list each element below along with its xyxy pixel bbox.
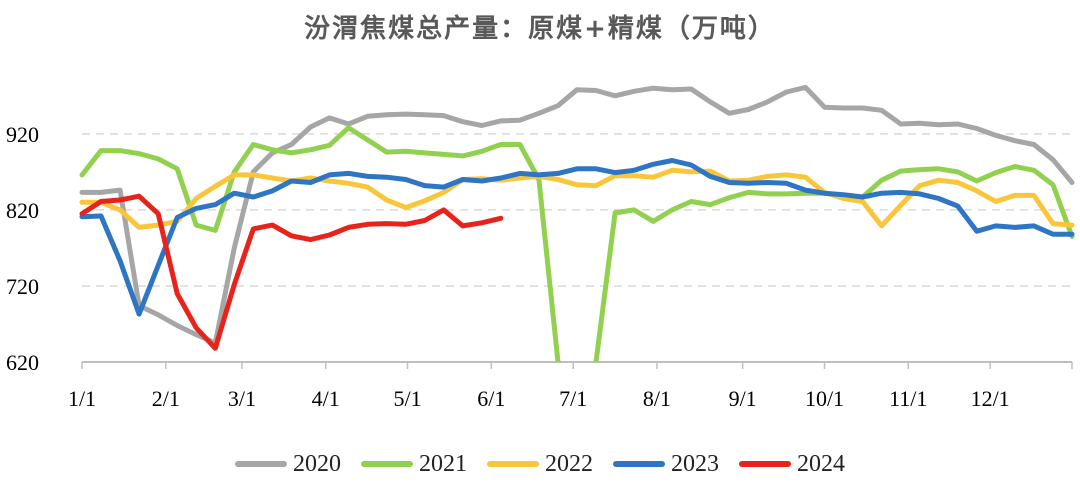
x-tick-label: 9/1 bbox=[729, 386, 757, 411]
legend-swatch bbox=[235, 461, 287, 467]
legend-item-2020: 2020 bbox=[235, 451, 341, 478]
x-axis bbox=[81, 361, 1073, 369]
legend-label: 2021 bbox=[419, 450, 467, 477]
series-line-2021 bbox=[79, 125, 1075, 362]
legend-item-2021: 2021 bbox=[361, 451, 467, 478]
x-tick-label: 6/1 bbox=[477, 386, 505, 411]
y-tick-label: 720 bbox=[6, 274, 39, 299]
series-line-2024 bbox=[79, 193, 504, 351]
x-tick-label: 5/1 bbox=[393, 386, 421, 411]
x-tick-label: 8/1 bbox=[643, 386, 671, 411]
y-tick-label: 620 bbox=[6, 350, 39, 375]
legend-swatch bbox=[487, 461, 539, 467]
x-tick-labels: 1/1 2/1 3/1 4/1 5/1 6/1 7/1 8/1 9/1 10/1 11/1 12/1 bbox=[68, 386, 1010, 411]
legend-swatch bbox=[739, 461, 791, 467]
x-tick-label: 2/1 bbox=[152, 386, 180, 411]
y-tick-label: 920 bbox=[6, 122, 39, 147]
legend-item-2023: 2023 bbox=[613, 451, 719, 478]
legend-label: 2024 bbox=[797, 450, 845, 477]
y-axis: 620 720 820 920 bbox=[6, 122, 39, 375]
legend-label: 2023 bbox=[671, 450, 719, 477]
x-tick-label: 11/1 bbox=[889, 386, 927, 411]
series-lines bbox=[79, 84, 1075, 362]
chart-title: 汾渭焦煤总产量：原煤+精煤（万吨） bbox=[304, 14, 776, 44]
legend-swatch bbox=[361, 461, 413, 467]
legend-item-2022: 2022 bbox=[487, 451, 593, 478]
legend-item-2024: 2024 bbox=[739, 451, 845, 478]
x-tick-label: 7/1 bbox=[559, 386, 587, 411]
x-tick-label: 3/1 bbox=[228, 386, 256, 411]
gridlines bbox=[82, 133, 1072, 287]
legend-swatch bbox=[613, 461, 665, 467]
line-chart: 620 720 820 920 1/1 2/1 3/1 4/1 5/1 6/1 7/1 8/1 9/1… bbox=[6, 84, 1075, 411]
legend: 2020 2021 2022 2023 2024 bbox=[0, 446, 1080, 482]
legend-label: 2022 bbox=[545, 450, 593, 477]
y-tick-label: 820 bbox=[6, 198, 39, 223]
series-line-2022 bbox=[79, 167, 1075, 230]
x-tick-label: 4/1 bbox=[312, 386, 340, 411]
series-line-2023 bbox=[79, 158, 1075, 317]
legend-label: 2020 bbox=[293, 450, 341, 477]
x-tick-label: 1/1 bbox=[68, 386, 96, 411]
x-tick-label: 12/1 bbox=[971, 386, 1010, 411]
x-tick-label: 10/1 bbox=[805, 386, 844, 411]
